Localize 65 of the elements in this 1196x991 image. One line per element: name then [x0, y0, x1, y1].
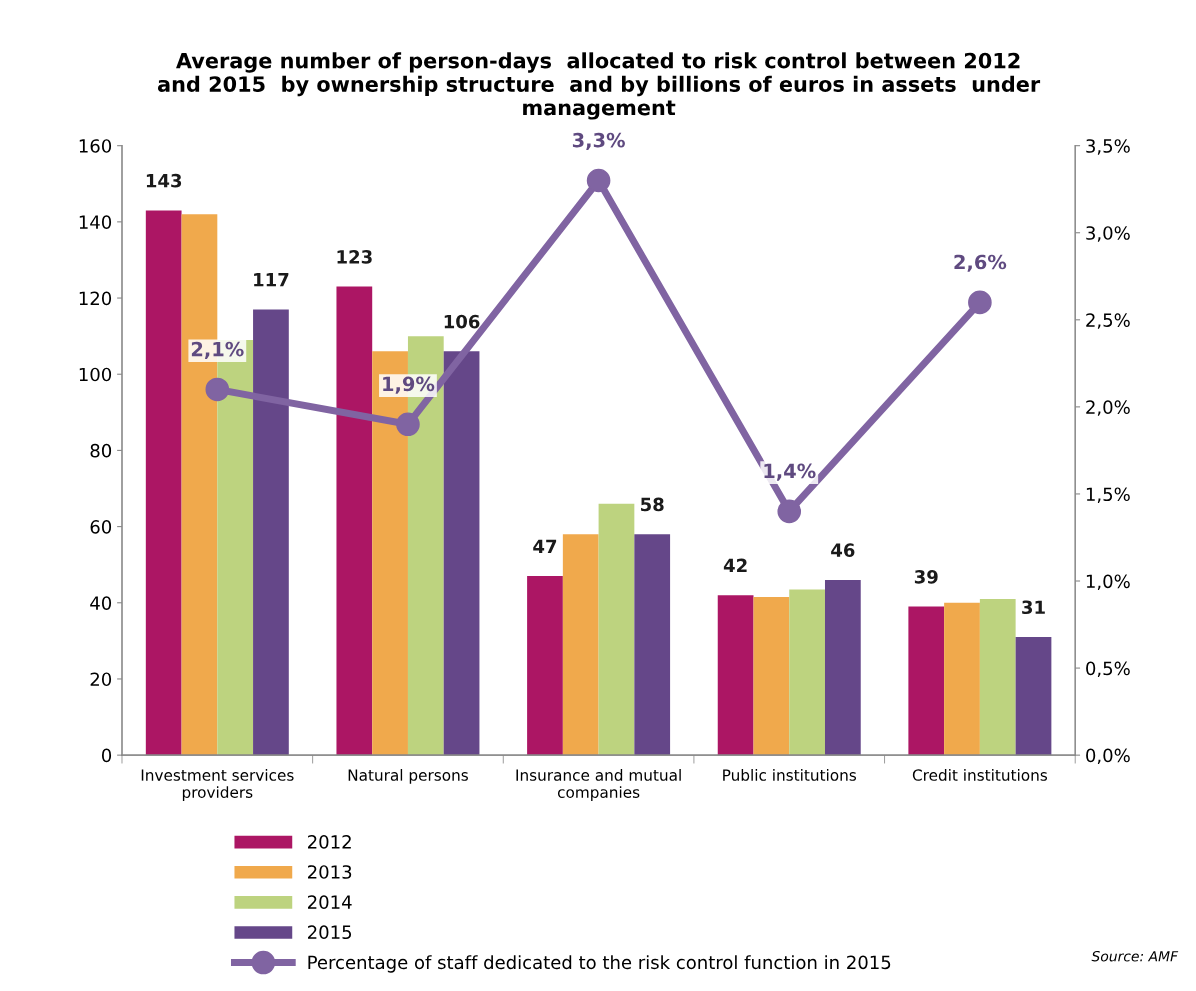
data-label: 1,9% — [383, 376, 435, 394]
bar — [634, 534, 671, 756]
y2-tick-label: 2,0% — [1086, 400, 1130, 416]
bar — [979, 598, 1016, 756]
y-tick-label: 100 — [79, 367, 112, 382]
bar — [443, 351, 480, 756]
data-label: 58 — [641, 497, 664, 512]
point — [205, 377, 230, 402]
y2-tick-label: 3,5% — [1086, 139, 1130, 155]
y-tick-label: 40 — [90, 596, 112, 610]
bar — [1015, 637, 1052, 756]
point — [396, 412, 420, 437]
x-tick-label: Public institutions — [723, 769, 857, 781]
bar — [753, 597, 790, 756]
data-label: 106 — [444, 314, 480, 329]
data-label: 123 — [337, 250, 372, 264]
x-tick-label: Investment services providers — [141, 769, 294, 801]
y-tick-label: 140 — [79, 215, 112, 229]
source-note: Source: AMF — [1091, 950, 1179, 962]
data-label: 2,1% — [191, 341, 244, 359]
bar — [789, 589, 825, 756]
y-tick-label: 60 — [90, 520, 112, 534]
point — [968, 290, 992, 315]
bar — [717, 595, 754, 756]
data-label: 1,4% — [764, 463, 816, 481]
bar — [562, 534, 599, 756]
legend-label: Percentage of staff dedicated to the risk control function in 2015 — [308, 955, 891, 973]
x-tick-label: Insurance and mutual companies — [516, 769, 681, 801]
bar — [944, 602, 980, 756]
y2-tick-label: 2,5% — [1086, 313, 1130, 329]
bar — [824, 579, 861, 756]
y-tick-label: 120 — [79, 291, 112, 306]
y-tick-label: 80 — [90, 443, 112, 458]
y2-tick-label: 0,0% — [1086, 748, 1130, 765]
y-tick-label: 0 — [101, 748, 112, 763]
data-label: 143 — [146, 173, 182, 188]
x-tick-label: Natural persons — [348, 769, 468, 784]
y2-tick-label: 1,5% — [1086, 487, 1130, 503]
bar — [598, 503, 635, 756]
point — [777, 499, 802, 524]
y2-tick-label: 1,0% — [1086, 574, 1130, 590]
y2-tick-label: 0,5% — [1086, 661, 1130, 678]
data-label: 3,3% — [572, 132, 625, 150]
legend-label: 2013 — [308, 865, 352, 879]
data-label: 42 — [723, 558, 747, 572]
data-label: 31 — [1022, 600, 1045, 615]
data-label: 39 — [914, 569, 938, 584]
bar — [336, 286, 373, 756]
point — [586, 168, 611, 193]
y-tick-label: 160 — [79, 139, 112, 153]
legend-label: 2012 — [308, 835, 351, 849]
legend-label: 2014 — [308, 895, 352, 909]
bar — [527, 576, 563, 756]
bar — [145, 210, 182, 756]
y-tick-label: 20 — [90, 672, 112, 687]
bar — [908, 606, 945, 756]
y2-tick-label: 3,0% — [1086, 226, 1130, 242]
data-label: 47 — [533, 539, 557, 553]
bar — [253, 309, 289, 756]
data-label: 46 — [831, 543, 855, 557]
x-tick-label: Credit institutions — [912, 769, 1048, 781]
data-label: 2,6% — [954, 254, 1007, 272]
data-label: 117 — [254, 273, 289, 287]
legend-label: 2015 — [308, 925, 352, 940]
chart-title: Average number of person-days allocated to risk control between 2012 and 2015 by ownership structure and by billions of euros in assets under management — [157, 52, 1041, 120]
